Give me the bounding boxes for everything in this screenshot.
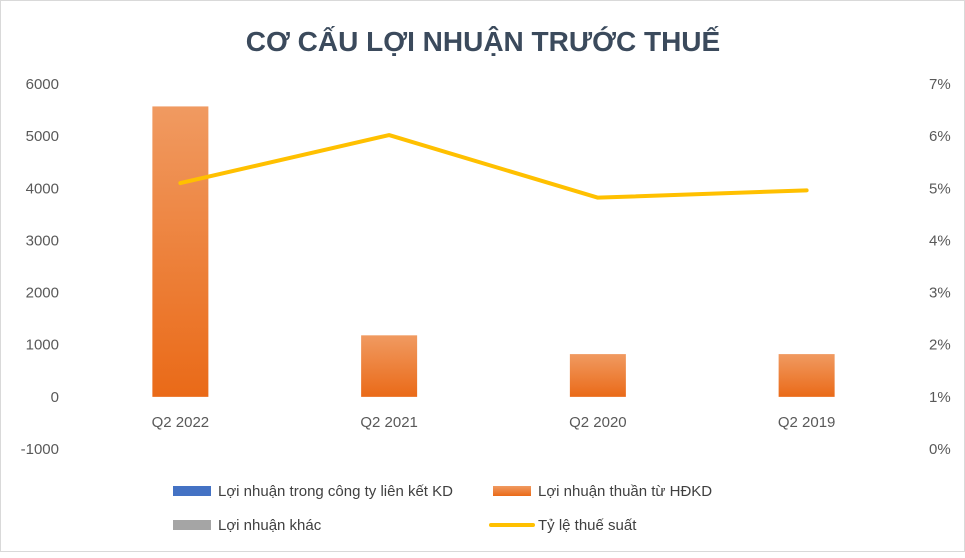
category-label: Q2 2019: [778, 414, 836, 431]
bar-series: [152, 106, 835, 397]
bar: [569, 354, 626, 397]
legend-label: Lợi nhuận khác: [218, 517, 322, 534]
left-tick-label: 1000: [26, 337, 59, 354]
legend-swatch: [173, 486, 211, 496]
legend-label: Lợi nhuận trong công ty liên kết KD: [218, 483, 453, 500]
left-axis: 6000 5000 4000 3000 2000 1000 0 -1000: [21, 76, 59, 458]
legend: Lợi nhuận trong công ty liên kết KD Lợi n…: [173, 483, 712, 534]
left-tick-label: 6000: [26, 76, 59, 93]
category-axis: Q2 2022 Q2 2021 Q2 2020 Q2 2019: [152, 414, 836, 431]
left-tick-label: 3000: [26, 232, 59, 249]
left-tick-label: 0: [51, 389, 59, 406]
category-label: Q2 2022: [152, 414, 210, 431]
legend-swatch: [173, 520, 211, 530]
category-label: Q2 2021: [360, 414, 418, 431]
legend-label: Lợi nhuận thuần từ HĐKD: [538, 483, 712, 500]
left-tick-label: 5000: [26, 128, 59, 145]
bar: [778, 354, 835, 397]
chart-title: CƠ CẤU LỢI NHUẬN TRƯỚC THUẾ: [246, 26, 720, 57]
right-tick-label: 0%: [929, 441, 951, 458]
right-tick-label: 3%: [929, 285, 951, 302]
left-tick-label: -1000: [21, 441, 59, 458]
right-tick-label: 5%: [929, 180, 951, 197]
left-tick-label: 4000: [26, 180, 59, 197]
right-tick-label: 6%: [929, 128, 951, 145]
tax-rate-line: [178, 133, 809, 200]
right-tick-label: 1%: [929, 389, 951, 406]
right-axis: 7% 6% 5% 4% 3% 2% 1% 0%: [929, 76, 951, 458]
legend-label: Tỷ lệ thuế suất: [538, 517, 637, 534]
legend-swatch: [493, 486, 531, 496]
left-tick-label: 2000: [26, 285, 59, 302]
right-tick-label: 4%: [929, 232, 951, 249]
right-tick-label: 7%: [929, 76, 951, 93]
right-tick-label: 2%: [929, 337, 951, 354]
category-label: Q2 2020: [569, 414, 627, 431]
bar: [361, 335, 418, 397]
line-series: [178, 133, 809, 200]
bar: [152, 106, 209, 397]
